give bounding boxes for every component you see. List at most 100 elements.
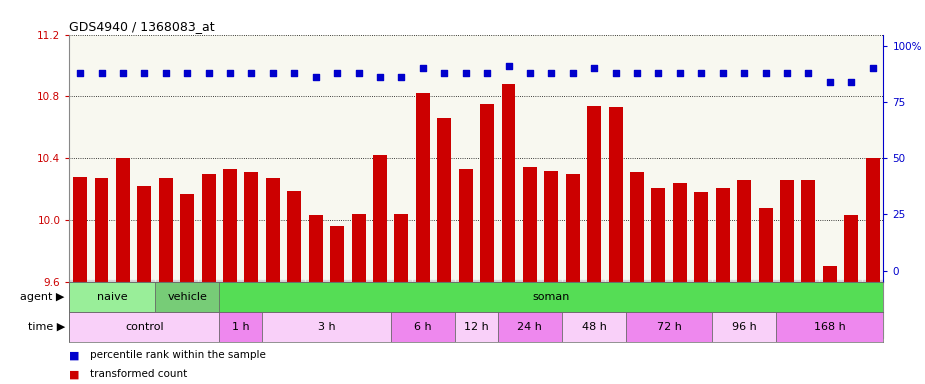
Point <box>202 70 216 76</box>
Bar <box>737 180 751 282</box>
Bar <box>352 214 365 282</box>
Point <box>373 74 388 80</box>
Text: percentile rank within the sample: percentile rank within the sample <box>90 350 265 360</box>
Bar <box>116 158 130 282</box>
Bar <box>480 104 494 282</box>
Text: GDS4940 / 1368083_at: GDS4940 / 1368083_at <box>69 20 215 33</box>
Point <box>116 70 130 76</box>
Point <box>179 70 194 76</box>
Bar <box>501 84 515 282</box>
Point <box>394 74 409 80</box>
Bar <box>630 172 644 282</box>
Text: naive: naive <box>97 292 128 302</box>
Bar <box>866 158 880 282</box>
Point <box>223 70 238 76</box>
Bar <box>394 214 408 282</box>
Point <box>501 63 516 69</box>
Point <box>865 65 880 71</box>
Point <box>672 70 687 76</box>
Text: soman: soman <box>533 292 570 302</box>
Bar <box>265 178 280 282</box>
Bar <box>587 106 601 282</box>
Point <box>822 79 837 85</box>
Bar <box>562 312 626 342</box>
Text: time ▶: time ▶ <box>28 322 65 332</box>
Bar <box>823 266 837 282</box>
Text: control: control <box>125 322 164 332</box>
Bar <box>716 187 730 282</box>
Bar <box>801 180 815 282</box>
Bar <box>155 282 219 312</box>
Point <box>523 70 537 76</box>
Point <box>480 70 495 76</box>
Bar <box>695 192 709 282</box>
Bar <box>545 170 559 282</box>
Bar <box>390 312 455 342</box>
Point <box>586 65 601 71</box>
Point <box>329 70 344 76</box>
Point <box>651 70 666 76</box>
Bar <box>758 208 772 282</box>
Bar <box>262 312 390 342</box>
Point <box>736 70 751 76</box>
Bar <box>626 312 712 342</box>
Text: 72 h: 72 h <box>657 322 682 332</box>
Point <box>630 70 645 76</box>
Point <box>565 70 580 76</box>
Text: 168 h: 168 h <box>814 322 845 332</box>
Point <box>780 70 795 76</box>
Point <box>415 65 430 71</box>
Bar <box>309 215 323 282</box>
Bar <box>69 282 155 312</box>
Bar <box>244 172 258 282</box>
Bar <box>69 312 219 342</box>
Text: 96 h: 96 h <box>732 322 757 332</box>
Bar <box>219 282 883 312</box>
Text: 3 h: 3 h <box>317 322 335 332</box>
Point <box>715 70 730 76</box>
Text: ■: ■ <box>69 350 80 360</box>
Bar <box>73 177 87 282</box>
Bar <box>459 169 473 282</box>
Point <box>437 70 451 76</box>
Text: transformed count: transformed count <box>90 369 187 379</box>
Bar <box>202 174 216 282</box>
Point <box>94 70 109 76</box>
Bar <box>416 93 430 282</box>
Bar <box>94 178 108 282</box>
Bar <box>498 312 562 342</box>
Point <box>244 70 259 76</box>
Point <box>544 70 559 76</box>
Bar <box>712 312 776 342</box>
Bar <box>672 183 687 282</box>
Bar <box>330 226 344 282</box>
Point <box>73 70 88 76</box>
Bar <box>845 215 858 282</box>
Bar <box>223 169 237 282</box>
Bar <box>159 178 173 282</box>
Point <box>287 70 302 76</box>
Bar <box>566 174 580 282</box>
Bar <box>455 312 498 342</box>
Text: 24 h: 24 h <box>517 322 542 332</box>
Text: 1 h: 1 h <box>232 322 250 332</box>
Point <box>352 70 366 76</box>
Point <box>265 70 280 76</box>
Bar <box>609 107 623 282</box>
Point <box>137 70 152 76</box>
Point <box>158 70 173 76</box>
Point <box>758 70 773 76</box>
Point <box>609 70 623 76</box>
Text: 6 h: 6 h <box>414 322 432 332</box>
Bar <box>138 186 152 282</box>
Text: ■: ■ <box>69 369 80 379</box>
Bar <box>780 180 794 282</box>
Point <box>458 70 473 76</box>
Point <box>694 70 709 76</box>
Text: 48 h: 48 h <box>582 322 607 332</box>
Point <box>801 70 816 76</box>
Bar <box>523 167 536 282</box>
Bar <box>219 312 262 342</box>
Point <box>844 79 858 85</box>
Bar <box>373 155 387 282</box>
